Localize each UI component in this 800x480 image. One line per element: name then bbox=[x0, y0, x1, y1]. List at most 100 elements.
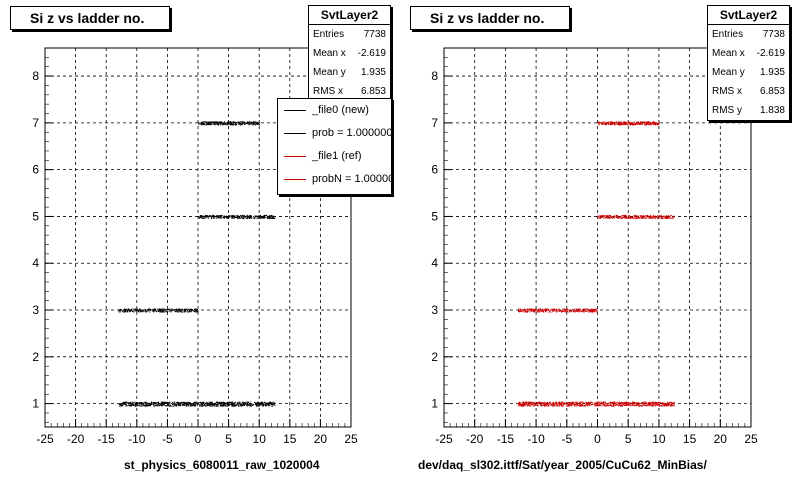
data-point bbox=[521, 309, 523, 311]
data-point bbox=[143, 402, 145, 404]
data-point bbox=[260, 217, 262, 219]
data-point bbox=[637, 403, 639, 405]
data-point bbox=[260, 402, 262, 404]
data-point bbox=[625, 401, 627, 403]
data-point bbox=[190, 405, 192, 407]
data-point bbox=[570, 405, 572, 407]
data-point bbox=[239, 404, 241, 406]
data-point bbox=[616, 401, 618, 403]
data-point bbox=[145, 309, 147, 311]
data-point bbox=[538, 402, 540, 404]
data-point bbox=[149, 308, 151, 310]
data-point bbox=[598, 403, 600, 405]
data-point bbox=[220, 215, 222, 217]
data-point bbox=[142, 405, 144, 407]
data-point bbox=[628, 215, 630, 217]
data-point bbox=[218, 215, 220, 217]
data-point bbox=[174, 403, 176, 405]
data-point bbox=[560, 405, 562, 407]
data-point bbox=[588, 311, 590, 313]
data-point bbox=[653, 402, 655, 404]
data-point bbox=[125, 402, 127, 404]
data-point bbox=[240, 121, 242, 123]
data-point bbox=[647, 122, 649, 124]
data-point bbox=[273, 217, 275, 219]
data-point bbox=[213, 404, 215, 406]
data-point bbox=[546, 309, 548, 311]
stats-value: -2.619 bbox=[756, 48, 785, 59]
data-point bbox=[132, 403, 134, 405]
data-point bbox=[245, 404, 247, 406]
data-point bbox=[623, 403, 625, 405]
data-point bbox=[632, 122, 634, 124]
data-point bbox=[580, 401, 582, 403]
data-point bbox=[144, 310, 146, 312]
data-point bbox=[656, 404, 658, 406]
data-point bbox=[228, 216, 230, 218]
data-point bbox=[197, 403, 199, 405]
data-point bbox=[223, 216, 225, 218]
data-point bbox=[648, 402, 650, 404]
data-point bbox=[617, 402, 619, 404]
data-point bbox=[651, 404, 653, 406]
data-point bbox=[176, 405, 178, 407]
data-point bbox=[636, 404, 638, 406]
data-point bbox=[268, 402, 270, 404]
data-point bbox=[645, 215, 647, 217]
data-point bbox=[607, 403, 609, 405]
data-point bbox=[642, 121, 644, 123]
data-point bbox=[548, 311, 550, 313]
data-point bbox=[256, 122, 258, 124]
data-point bbox=[127, 311, 129, 313]
data-point bbox=[201, 122, 203, 124]
data-point bbox=[619, 404, 621, 406]
data-point bbox=[268, 217, 270, 219]
data-point bbox=[648, 123, 650, 125]
data-point bbox=[208, 217, 210, 219]
data-point bbox=[652, 215, 654, 217]
data-point bbox=[626, 123, 628, 125]
data-point bbox=[578, 308, 580, 310]
data-point bbox=[196, 310, 198, 312]
data-point bbox=[227, 405, 229, 407]
data-point bbox=[663, 404, 665, 406]
data-point bbox=[592, 310, 594, 312]
data-point bbox=[204, 121, 206, 123]
data-point bbox=[145, 403, 147, 405]
y-tick-label: 3 bbox=[431, 303, 438, 317]
data-point bbox=[539, 404, 541, 406]
data-point bbox=[651, 401, 653, 403]
data-point bbox=[237, 216, 239, 218]
data-point bbox=[635, 123, 637, 125]
data-point bbox=[181, 402, 183, 404]
data-point bbox=[164, 402, 166, 404]
data-point bbox=[206, 401, 208, 403]
data-point bbox=[125, 309, 127, 311]
data-point bbox=[120, 405, 122, 407]
data-point bbox=[606, 403, 608, 405]
data-point bbox=[624, 401, 626, 403]
data-point bbox=[255, 124, 257, 126]
data-point bbox=[616, 121, 618, 123]
data-point bbox=[138, 405, 140, 407]
data-point bbox=[529, 309, 531, 311]
data-point bbox=[561, 310, 563, 312]
data-point bbox=[620, 217, 622, 219]
data-point bbox=[569, 404, 571, 406]
data-point bbox=[221, 401, 223, 403]
data-point bbox=[642, 401, 644, 403]
data-point bbox=[233, 124, 235, 126]
data-point bbox=[134, 401, 136, 403]
data-point bbox=[558, 405, 560, 407]
data-point bbox=[531, 401, 533, 403]
data-point bbox=[564, 403, 566, 405]
data-point bbox=[624, 401, 626, 403]
data-point bbox=[581, 310, 583, 312]
data-point bbox=[520, 404, 522, 406]
data-point bbox=[207, 124, 209, 126]
data-point bbox=[214, 404, 216, 406]
data-point bbox=[269, 217, 271, 219]
data-point bbox=[182, 311, 184, 313]
data-point bbox=[634, 405, 636, 407]
data-point bbox=[670, 217, 672, 219]
